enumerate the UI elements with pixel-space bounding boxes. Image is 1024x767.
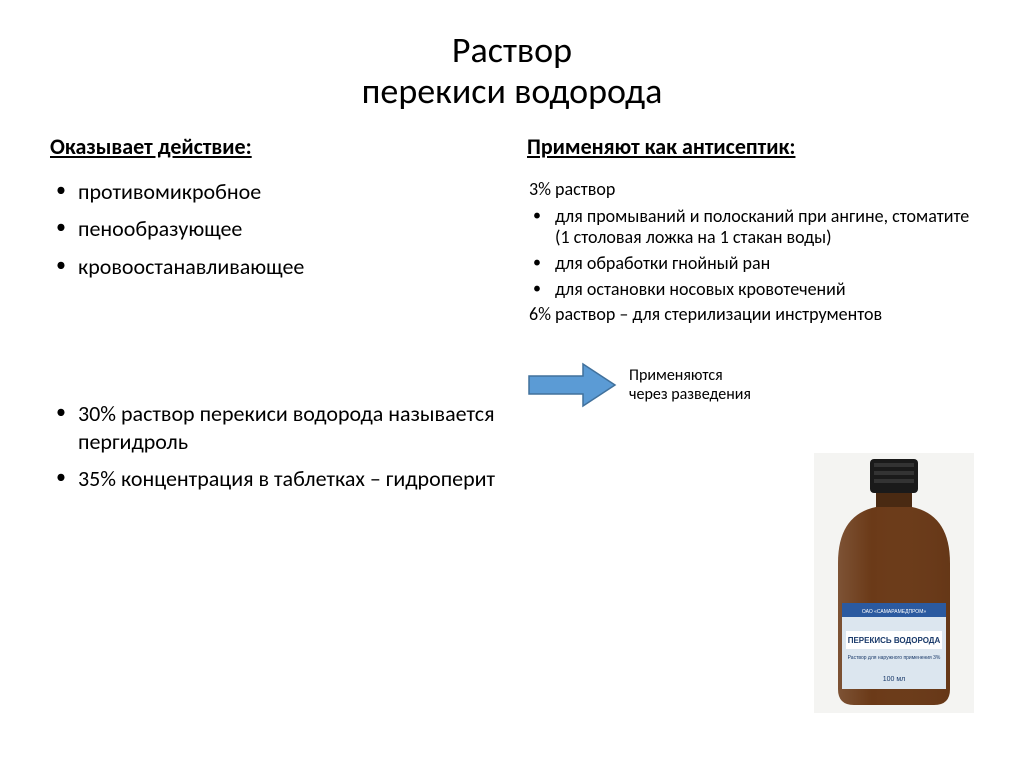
solution-6pct-line: 6% раствор – для стерилизации инструмент…: [527, 304, 974, 326]
svg-text:ПЕРЕКИСЬ ВОДОРОДА: ПЕРЕКИСЬ ВОДОРОДА: [848, 636, 941, 645]
svg-text:Раствор для наружного применен: Раствор для наружного применения 3%: [848, 655, 941, 661]
right-heading: Применяют как антисептик:: [527, 133, 974, 160]
effects-list: противомикробное пенообразующее кровоост…: [50, 178, 497, 281]
right-column: Применяют как антисептик: 3% раствор для…: [527, 133, 974, 503]
title-line-1: Раствор: [452, 28, 572, 72]
list-item: пенообразующее: [50, 215, 497, 243]
list-item: 30% раствор перекиси водорода называется…: [50, 400, 497, 455]
list-item: 35% концентрация в таблетках – гидропери…: [50, 465, 497, 493]
bottle-icon: ОАО «САМАРАМЕДПРОМ» ПЕРЕКИСЬ ВОДОРОДА Ра…: [814, 453, 974, 713]
list-item: кровоостанавливающее: [50, 253, 497, 281]
right-arrow-icon: [527, 362, 617, 408]
list-item: для обработки гнойный ран: [527, 253, 974, 275]
antiseptic-uses-list: для промываний и полосканий при ангине, …: [527, 206, 974, 300]
left-heading: Оказывает действие:: [50, 133, 497, 160]
spacer: [50, 290, 497, 400]
arrow-caption-line-1: Применяются: [629, 366, 723, 385]
svg-text:ОАО «САМАРАМЕДПРОМ»: ОАО «САМАРАМЕДПРОМ»: [862, 609, 926, 615]
two-column-layout: Оказывает действие: противомикробное пен…: [50, 133, 974, 503]
svg-text:100 мл: 100 мл: [883, 676, 906, 683]
list-item: противомикробное: [50, 178, 497, 206]
solution-3pct-intro: 3% раствор: [527, 178, 974, 200]
arrow-row: Применяются через разведения: [527, 362, 974, 408]
slide-title: Раствор перекиси водорода: [50, 30, 974, 113]
arrow-caption: Применяются через разведения: [629, 366, 751, 404]
list-item: для промываний и полосканий при ангине, …: [527, 206, 974, 249]
left-column: Оказывает действие: противомикробное пен…: [50, 133, 497, 503]
title-line-2: перекиси водорода: [362, 69, 663, 113]
arrow-caption-line-2: через разведения: [629, 385, 751, 404]
list-item: для остановки носовых кровотечений: [527, 279, 974, 301]
concentration-list: 30% раствор перекиси водорода называется…: [50, 400, 497, 493]
